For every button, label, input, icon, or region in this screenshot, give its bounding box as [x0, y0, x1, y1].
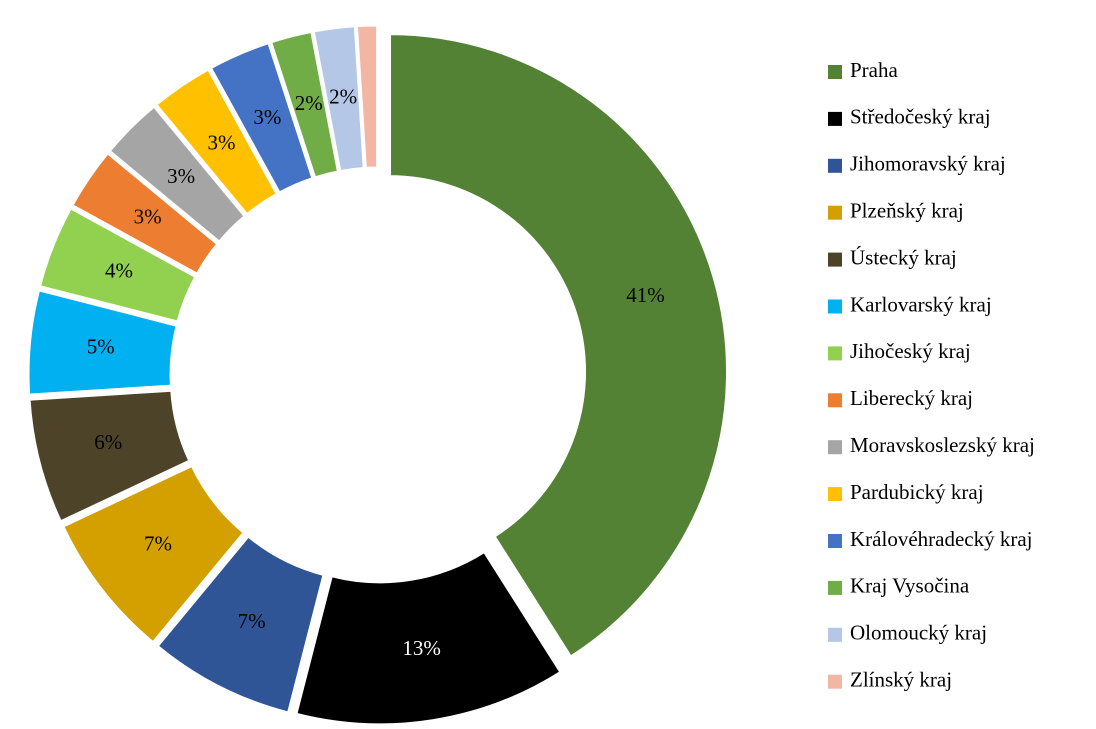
legend-label: Pardubický kraj [850, 480, 984, 504]
legend-label: Olomoucký kraj [850, 621, 987, 645]
legend-swatch [828, 252, 842, 267]
legend-swatch [828, 580, 842, 595]
data-label: 13% [402, 636, 441, 660]
legend-label: Liberecký kraj [850, 386, 973, 410]
legend-swatch [828, 627, 842, 642]
data-label: 3% [207, 130, 235, 154]
legend-label: Praha [850, 58, 898, 82]
slice [354, 23, 380, 170]
legend-label: Středočeský kraj [850, 105, 991, 129]
data-label: 7% [238, 609, 266, 633]
slice [27, 388, 192, 524]
legend-swatch [828, 674, 842, 689]
slice [154, 533, 326, 715]
legend-swatch [828, 65, 842, 79]
slice [37, 205, 198, 324]
slice [153, 66, 280, 217]
slice [388, 32, 730, 660]
data-label: 41% [626, 283, 665, 307]
legend-label: Jihočeský kraj [850, 339, 971, 363]
data-label: 2% [295, 91, 323, 115]
legend-label: Královéhradecký kraj [850, 527, 1033, 551]
slice [26, 287, 180, 397]
data-label: 7% [144, 532, 172, 556]
legend-swatch [828, 534, 842, 548]
slice [208, 40, 315, 196]
data-label: 4% [105, 258, 133, 282]
legend-swatch [828, 299, 842, 314]
legend-label: Zlínský kraj [850, 668, 952, 692]
legend-label: Jihomoravský kraj [850, 152, 1006, 176]
slice [60, 463, 247, 645]
data-label: 3% [167, 164, 195, 188]
legend-swatch [828, 158, 842, 173]
legend-swatch [828, 346, 842, 361]
slice [268, 29, 341, 180]
data-label: 6% [94, 430, 122, 454]
legend-label: Kraj Vysočina [850, 574, 970, 598]
data-label: 2% [329, 85, 357, 109]
slice [106, 103, 248, 245]
data-label: 3% [134, 204, 162, 228]
slice [69, 150, 220, 277]
legend-swatch [828, 111, 842, 126]
legend-label: Plzeňský kraj [850, 199, 964, 223]
legend-label: Moravskoslezský kraj [850, 433, 1035, 457]
data-label: 3% [253, 105, 281, 129]
legend-label: Ústecký kraj [850, 245, 957, 269]
legend-swatch [828, 205, 842, 220]
legend-swatch [828, 440, 842, 455]
legend-swatch [828, 487, 842, 502]
legend-label: Karlovarský kraj [850, 292, 992, 316]
legend-swatch [828, 393, 842, 408]
slice [293, 549, 564, 727]
data-label: 5% [87, 335, 115, 359]
